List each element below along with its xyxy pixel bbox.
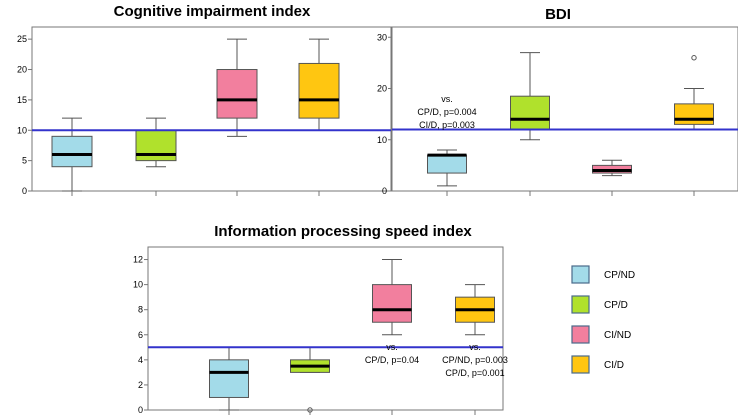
chart-information-processing-speed: Information processing speed index 0 2 4 6 8… [133, 223, 508, 415]
y-tick-label: 0 [382, 186, 387, 196]
y-tick-label: 0 [138, 405, 143, 415]
iqr-box [674, 103, 714, 125]
legend-item-ci-d: CI/D [571, 355, 624, 374]
y-tick-label: 20 [17, 65, 27, 75]
annotation-text: CI/D, p=0.003 [419, 120, 475, 130]
plot-frame [391, 26, 738, 192]
box-cp-d [510, 52, 550, 141]
chart-title: Information processing speed index [214, 223, 472, 240]
y-tick-label: 8 [138, 305, 143, 315]
box-cp-nd [427, 149, 467, 187]
iqr-box [209, 359, 249, 398]
annotation-text: vs. [441, 94, 453, 104]
chart-cognitive-impairment: Cognitive impairment index 0 5 10 15 20 25 [17, 3, 392, 196]
annotation-text: CP/ND, p=0.003 [442, 355, 508, 365]
annotation-text: vs. [469, 342, 481, 352]
iqr-box [298, 62, 340, 119]
plot-frame [31, 26, 392, 192]
box-cp-d [135, 117, 177, 168]
y-tick-label: 10 [133, 280, 143, 290]
legend-label: CI/D [604, 360, 624, 371]
annotation-text: vs. [386, 342, 398, 352]
legend-item-ci-nd: CI/ND [571, 325, 631, 344]
legend-swatch [571, 355, 590, 374]
plot-frame [147, 246, 504, 411]
y-tick-label: 10 [17, 125, 27, 135]
y-tick-label: 2 [138, 380, 143, 390]
y-tick-label: 5 [22, 156, 27, 166]
legend-item-cp-d: CP/D [571, 295, 628, 314]
box-ci-nd [592, 159, 632, 177]
y-tick-label: 0 [22, 186, 27, 196]
chart-title: Cognitive impairment index [114, 3, 311, 20]
box-ci-d [298, 38, 340, 131]
y-tick-label: 4 [138, 355, 143, 365]
legend-item-cp-nd: CP/ND [571, 265, 635, 284]
box-ci-nd [216, 38, 258, 137]
y-tick-label: 30 [377, 32, 387, 42]
box-cp-nd [209, 346, 249, 411]
y-tick-label: 12 [133, 255, 143, 265]
legend-label: CI/ND [604, 330, 631, 341]
y-tick-label: 15 [17, 95, 27, 105]
legend-swatch [571, 265, 590, 284]
box-ci-nd [372, 259, 412, 336]
y-tick-label: 25 [17, 34, 27, 44]
legend-label: CP/ND [604, 270, 635, 281]
box-cp-d [290, 346, 330, 413]
iqr-box [216, 69, 258, 119]
chart-bdi: BDI 0 10 20 30 vs. CP/D, p=0.004 CI/D, p=0.00… [377, 6, 738, 196]
y-tick-label: 10 [377, 135, 387, 145]
legend: CP/ND CP/D CI/ND CI/D [571, 265, 635, 374]
legend-label: CP/D [604, 300, 628, 311]
annotation-text: CP/D, p=0.04 [365, 355, 419, 365]
legend-swatch [571, 325, 590, 344]
y-tick-label: 20 [377, 84, 387, 94]
annotation-text: CP/D, p=0.001 [445, 368, 504, 378]
box-ci-d [674, 55, 714, 130]
chart-title: BDI [545, 6, 571, 23]
box-ci-d [455, 284, 495, 336]
iqr-box [372, 284, 412, 323]
box-cp-nd [51, 117, 93, 192]
iqr-box [135, 129, 177, 162]
legend-swatch [571, 295, 590, 314]
iqr-box [427, 154, 467, 174]
annotation-text: CP/D, p=0.004 [417, 107, 476, 117]
iqr-box [510, 95, 550, 130]
y-tick-label: 6 [138, 330, 143, 340]
iqr-box [51, 135, 93, 168]
outlier-point [691, 55, 697, 61]
